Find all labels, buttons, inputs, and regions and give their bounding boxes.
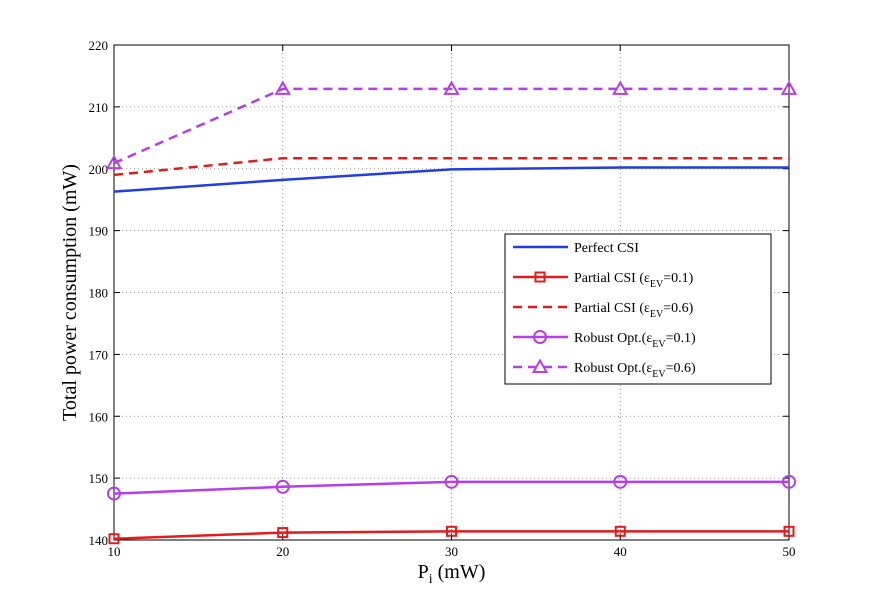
y-tick-label: 190 [89,224,109,239]
legend-label-main: Partial CSI (ε [574,271,650,286]
y-tick-label: 180 [89,286,109,301]
circle-marker [782,474,796,489]
legend-label-main: Perfect CSI [574,241,639,256]
legend-label-main: Robust Opt.(ε [574,361,652,376]
y-tick-label: 170 [89,347,109,362]
square-marker [534,271,546,283]
legend-label: Perfect CSI [574,241,639,256]
axis-ticks: 10 20 30 40 50 140 150 160 170 180 190 200 210 220 [89,38,796,559]
circle-marker [107,486,121,501]
triangle-marker [105,154,123,170]
triangle-marker [780,80,798,95]
legend-label: Robust Opt.(εEV=0.1) [574,331,696,350]
series-group [105,80,798,545]
series-5 [105,80,798,170]
square-marker [108,533,120,545]
circle-marker [533,330,547,344]
x-tick-label: 10 [108,544,121,559]
legend-box [504,233,772,385]
y-axis-label: Total power consumption (mW) [59,164,81,421]
legend-entry: Robust Opt.(εEV=0.6) [513,358,696,380]
series-3 [113,156,789,177]
series-line [113,156,789,177]
y-tick-label: 150 [89,471,109,486]
triangle-marker [531,358,549,373]
x-tick-label: 50 [783,544,796,559]
square-marker [446,525,457,537]
y-tick-label: 200 [89,162,109,177]
series-line [113,87,789,165]
series-2 [108,525,795,545]
legend-label-tail: =0.6) [663,301,693,316]
x-tick-label: 40 [614,544,627,559]
triangle-marker [274,80,291,95]
legend-label-sub: EV [650,279,664,290]
legend-entry: Perfect CSI [513,241,639,256]
legend-entry: Partial CSI (εEV=0.1) [513,271,694,290]
grid-lines [114,45,789,540]
circle-marker [613,474,628,489]
circle-marker [444,474,459,489]
legend-label-main: Robust Opt.(ε [574,331,652,346]
circle-marker [275,479,290,494]
y-tick-label: 160 [89,409,109,424]
square-marker [277,527,289,539]
square-marker [783,525,795,537]
series-4 [107,474,796,501]
legend-label-sub: EV [652,339,666,350]
y-tick-label: 210 [89,100,109,115]
legend-label-tail: =0.6) [666,361,696,376]
x-axis-label: Pi (mW) [418,561,486,587]
square-marker [614,525,626,537]
legend-label-sub: EV [650,309,664,320]
legend-label-main: Partial CSI (ε [574,301,650,316]
legend-label: Robust Opt.(εEV=0.6) [574,361,696,380]
x-axis-label-unit: (mW) [433,561,486,583]
legend-entry: Partial CSI (εEV=0.6) [513,301,694,320]
triangle-marker [612,80,629,95]
axis-labels: Pi (mW) Total power consumption (mW) [59,164,485,587]
x-axis-label-sub: i [429,572,433,587]
legend-label-sub: EV [652,369,666,380]
y-tick-label: 220 [89,38,109,53]
legend-label: Partial CSI (εEV=0.6) [574,301,694,320]
legend-label: Partial CSI (εEV=0.1) [574,271,694,290]
series-1 [113,166,789,193]
series-line [113,530,789,541]
legend-label-tail: =0.1) [663,271,693,286]
series-line [113,480,789,495]
x-tick-label: 20 [276,544,289,559]
y-tick-label: 140 [89,533,109,548]
legend-entry: Robust Opt.(εEV=0.1) [513,330,696,350]
triangle-marker [443,80,460,95]
legend-label-tail: =0.1) [666,331,696,346]
series-line [113,166,789,193]
x-axis-label-main: P [418,561,429,583]
x-tick-label: 30 [445,544,458,559]
